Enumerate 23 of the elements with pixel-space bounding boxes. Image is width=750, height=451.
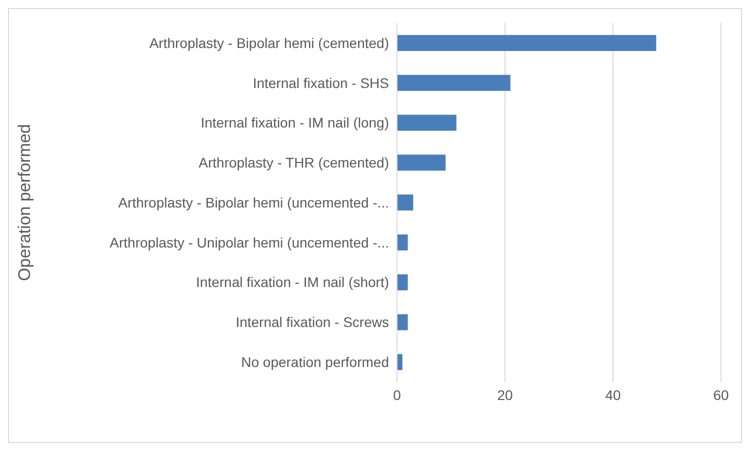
bar (397, 274, 408, 290)
y-tick-label: Arthroplasty - THR (cemented) (198, 154, 389, 171)
y-tick-label: Arthroplasty - Unipolar hemi (uncemented -... (110, 234, 389, 250)
bar (397, 194, 414, 211)
bar (397, 74, 510, 91)
y-tick-label: Internal fixation - SHS (252, 74, 389, 91)
x-tick-label: 0 (393, 386, 402, 403)
y-tick-label: Arthroplasty - Bipolar hemi (uncemented -... (118, 194, 389, 210)
bar (397, 354, 402, 370)
y-axis-title: Operation performed (15, 124, 34, 281)
y-tick-label: Internal fixation - Screws (236, 314, 389, 330)
y-tick-label: Internal fixation - IM nail (long) (200, 114, 389, 131)
y-tick-label: No operation performed (241, 354, 389, 370)
x-tick-label: 60 (713, 386, 729, 403)
y-tick-label: Arthroplasty - Bipolar hemi (cemented) (149, 34, 389, 51)
bar (397, 35, 656, 51)
bar (397, 314, 408, 330)
bar (397, 114, 456, 131)
bar (397, 234, 408, 250)
x-tick-label: 20 (497, 386, 513, 403)
x-tick-label: 40 (605, 386, 621, 403)
bar (397, 154, 446, 171)
y-tick-label: Internal fixation - IM nail (short) (196, 274, 389, 290)
